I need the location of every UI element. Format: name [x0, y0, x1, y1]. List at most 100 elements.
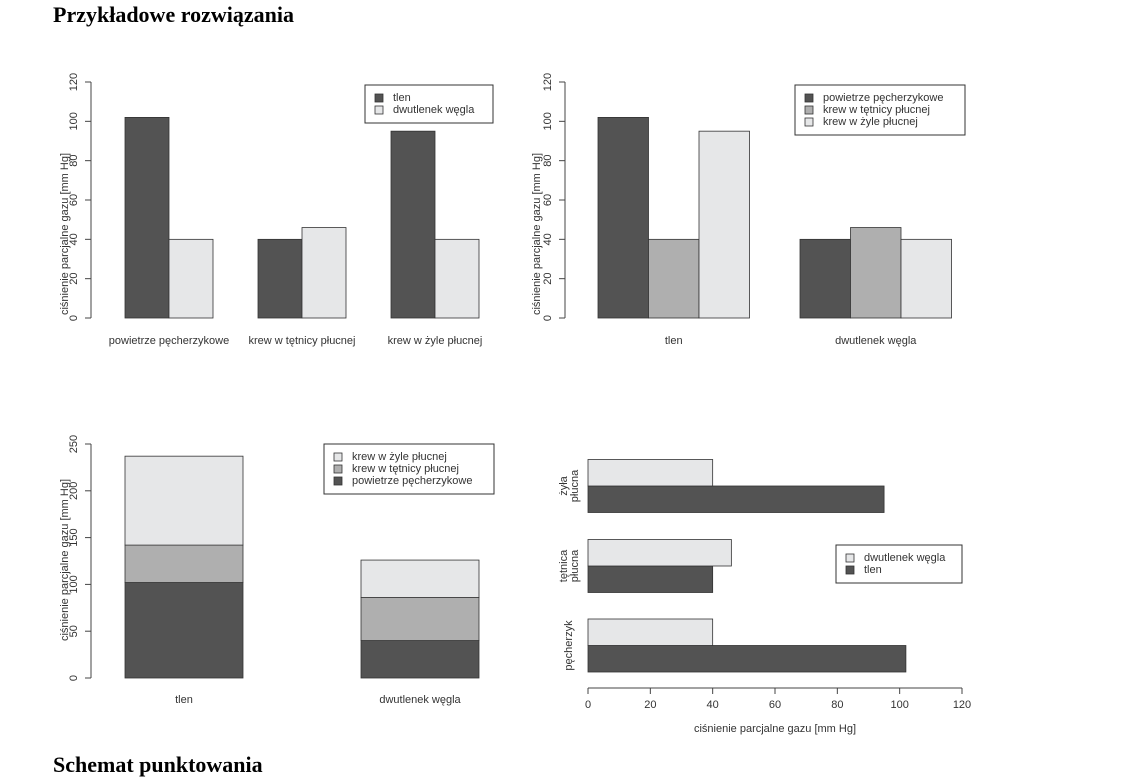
- x-tick-label: 20: [644, 699, 656, 711]
- bar-krew-w-tętnicy-płucnej-2: [850, 227, 902, 319]
- y-tick-label: 120: [68, 73, 80, 91]
- y-tick-label: 120: [542, 73, 554, 91]
- y-tick-label: 0: [68, 315, 80, 321]
- category-label-1: pęcherzyk: [563, 620, 575, 671]
- y-axis: 0 20 40 60 80 100 120: [68, 73, 92, 321]
- bar-tlen-3: [390, 130, 436, 319]
- page-heading-solutions: Przykładowe rozwiązania: [53, 2, 294, 27]
- x-tick-label: 40: [707, 699, 719, 711]
- x-tick-label: 120: [953, 699, 971, 711]
- category-label-3: żyłapłucna: [558, 469, 581, 502]
- legend-swatch: [804, 93, 814, 103]
- bars: [587, 459, 907, 673]
- legend-label-powietrze-pęcherzykowe: powietrze pęcherzykowe: [823, 92, 943, 104]
- y-tick-label: 100: [68, 112, 80, 130]
- bar-segment-krew-w-żyle-płucnej-2: [360, 559, 480, 598]
- y-tick-label: 40: [68, 233, 80, 245]
- category-label-2: dwutlenek węgla: [835, 335, 917, 347]
- bar-segment-powietrze-pęcherzykowe-1: [124, 582, 244, 679]
- legend-swatch: [374, 105, 384, 115]
- bar-krew-w-tętnicy-płucnej-1: [648, 238, 700, 319]
- y-tick-label: 250: [68, 435, 80, 453]
- legend-label-krew-w-tętnicy-płucnej: krew w tętnicy płucnej: [352, 463, 459, 475]
- y-tick-label: 60: [542, 194, 554, 206]
- category-labels: tlen dwutlenek węgla: [175, 694, 461, 706]
- bar-segment-krew-w-żyle-płucnej-1: [124, 455, 244, 546]
- category-label-line: płucna: [569, 469, 581, 502]
- legend-label-tlen: tlen: [864, 564, 882, 576]
- category-label-1: tlen: [665, 335, 683, 347]
- category-label-line: żyła: [558, 475, 570, 495]
- y-tick-label: 20: [68, 273, 80, 285]
- category-labels: powietrze pęcherzykowe krew w tętnicy płu…: [109, 335, 483, 347]
- legend-box: [323, 443, 495, 495]
- legend-label-dwutlenek-węgla: dwutlenek węgla: [864, 552, 946, 564]
- category-labels: tlen dwutlenek węgla: [665, 335, 917, 347]
- legend-swatch: [845, 553, 855, 563]
- y-axis-label: ciśnienie parcjalne gazu [mm Hg]: [59, 479, 71, 641]
- bar-tlen-2: [587, 565, 714, 593]
- x-axis-label: ciśnienie parcjalne gazu [mm Hg]: [694, 723, 856, 735]
- bar-krew-w-żyle-płucnej-2: [900, 238, 952, 319]
- bar-segment-powietrze-pęcherzykowe-2: [360, 640, 480, 679]
- x-axis: 0 20 40 60 80 100 120: [585, 687, 971, 711]
- y-tick-label: 150: [68, 528, 80, 546]
- bar-dwutlenek-węgla-2: [587, 539, 732, 567]
- category-label-line: tętnica: [558, 549, 570, 582]
- category-label-line: płucna: [569, 549, 581, 582]
- y-axis-label: ciśnienie parcjalne gazu [mm Hg]: [531, 153, 543, 315]
- bar-dwutlenek-węgla-3: [587, 459, 714, 487]
- chart-stacked: 0 50 100 150 200 250 ciśnienie parcjalne gazu…: [59, 435, 495, 706]
- legend-label-krew-w-żyle-płucnej: krew w żyle płucnej: [823, 116, 918, 128]
- x-tick-label: 60: [769, 699, 781, 711]
- category-label-1: powietrze pęcherzykowe: [109, 335, 229, 347]
- bars: [124, 117, 480, 319]
- legend-box: [364, 84, 494, 124]
- bar-dwutlenek-węgla-1: [587, 618, 714, 646]
- legend-swatch: [804, 117, 814, 127]
- x-tick-label: 0: [585, 699, 591, 711]
- legend-box: [835, 544, 963, 584]
- bar-tlen-1: [124, 117, 170, 319]
- bar-powietrze-pęcherzykowe-2: [799, 238, 851, 319]
- bar-dwutlenek-węgla-2: [301, 227, 347, 319]
- legend-swatch: [333, 476, 343, 486]
- y-tick-label: 100: [542, 112, 554, 130]
- bar-segment-krew-w-tętnicy-płucnej-1: [124, 544, 244, 583]
- category-label-1: tlen: [175, 694, 193, 706]
- category-label-2: tętnicapłucna: [558, 549, 581, 582]
- legend-label-krew-w-żyle-płucnej: krew w żyle płucnej: [352, 451, 447, 463]
- y-tick-label: 80: [68, 155, 80, 167]
- y-tick-label: 50: [68, 625, 80, 637]
- legend-label-krew-w-tętnicy-płucnej: krew w tętnicy płucnej: [823, 104, 930, 116]
- y-tick-label: 20: [542, 273, 554, 285]
- legend-swatch: [845, 565, 855, 575]
- bars: [124, 455, 480, 679]
- category-label-3: krew w żyle płucnej: [388, 335, 483, 347]
- category-label-2: dwutlenek węgla: [379, 694, 461, 706]
- category-label-2: krew w tętnicy płucnej: [249, 335, 356, 347]
- y-tick-label: 200: [68, 482, 80, 500]
- y-tick-label: 0: [542, 315, 554, 321]
- y-tick-label: 60: [68, 194, 80, 206]
- legend-label-powietrze-pęcherzykowe: powietrze pęcherzykowe: [352, 475, 472, 487]
- x-tick-label: 100: [890, 699, 908, 711]
- bar-powietrze-pęcherzykowe-1: [597, 117, 649, 319]
- y-axis: 0 50 100 150 200 250: [68, 435, 92, 681]
- chart-grouped-by-gas: 0 20 40 60 80 100 120 ciśnienie parcjalne gazu…: [531, 73, 966, 347]
- bar-tlen-2: [257, 238, 303, 319]
- legend-swatch: [333, 452, 343, 462]
- y-axis-label: ciśnienie parcjalne gazu [mm Hg]: [59, 153, 71, 315]
- legend-swatch: [333, 464, 343, 474]
- bar-segment-krew-w-tętnicy-płucnej-2: [360, 597, 480, 641]
- y-tick-label: 0: [68, 675, 80, 681]
- legend-label-tlen: tlen: [393, 92, 411, 104]
- bar-tlen-1: [587, 645, 907, 673]
- bar-dwutlenek-węgla-1: [168, 238, 214, 319]
- bar-krew-w-żyle-płucnej-1: [698, 130, 750, 319]
- page-heading-scoring: Schemat punktowania: [53, 752, 263, 777]
